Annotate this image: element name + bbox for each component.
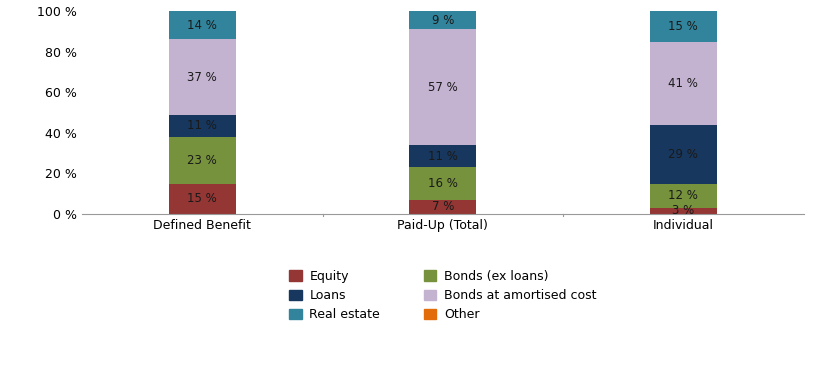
Bar <box>169 11 236 39</box>
Bar <box>409 168 476 200</box>
Bar <box>649 184 716 208</box>
Bar <box>409 145 476 168</box>
Text: 11 %: 11 % <box>187 119 217 132</box>
Text: 11 %: 11 % <box>428 150 457 163</box>
Text: 9 %: 9 % <box>431 14 454 27</box>
Text: 15 %: 15 % <box>667 20 697 33</box>
Legend: Equity, Loans, Real estate, Bonds (ex loans), Bonds at amortised cost, Other: Equity, Loans, Real estate, Bonds (ex lo… <box>284 265 600 327</box>
Bar <box>169 137 236 184</box>
Text: 23 %: 23 % <box>188 154 217 167</box>
Bar <box>169 184 236 214</box>
Text: 57 %: 57 % <box>428 81 457 94</box>
Bar <box>649 41 716 125</box>
Bar <box>649 125 716 184</box>
Text: 14 %: 14 % <box>187 19 217 32</box>
Text: 37 %: 37 % <box>188 70 217 83</box>
Bar <box>409 200 476 214</box>
Bar <box>409 11 476 30</box>
Text: 16 %: 16 % <box>428 177 457 190</box>
Text: 15 %: 15 % <box>188 192 217 205</box>
Text: 3 %: 3 % <box>672 204 694 217</box>
Bar <box>169 39 236 114</box>
Bar <box>409 30 476 145</box>
Bar <box>649 208 716 214</box>
Text: 12 %: 12 % <box>667 189 698 202</box>
Text: 41 %: 41 % <box>667 77 698 90</box>
Text: 29 %: 29 % <box>667 148 698 161</box>
Bar <box>649 11 716 41</box>
Text: 7 %: 7 % <box>431 200 454 213</box>
Bar <box>169 114 236 137</box>
